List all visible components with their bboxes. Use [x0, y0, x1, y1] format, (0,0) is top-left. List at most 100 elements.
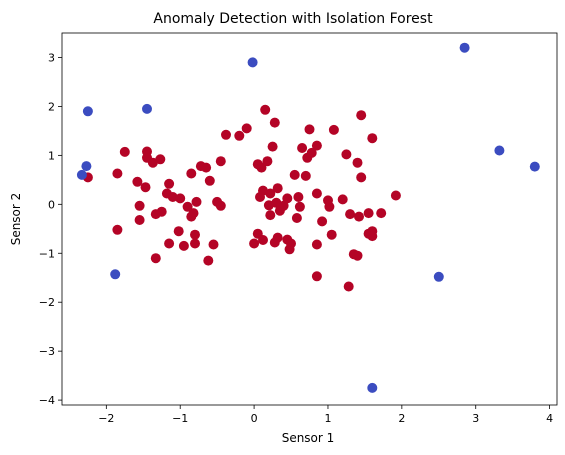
normal-point [190, 229, 200, 240]
anomaly-point [367, 382, 378, 393]
normal-point [191, 196, 202, 207]
normal-point [178, 240, 189, 251]
normal-point [356, 172, 367, 183]
normal-point [258, 235, 268, 245]
normal-point [112, 224, 123, 235]
normal-point [112, 168, 123, 179]
x-axis-label: Sensor 1 [282, 431, 335, 445]
normal-point [269, 117, 280, 128]
normal-point [352, 250, 363, 261]
data-points [76, 42, 540, 393]
normal-point [311, 239, 322, 250]
normal-point [265, 210, 276, 221]
normal-point [208, 239, 219, 250]
normal-point [256, 162, 267, 173]
normal-point [186, 168, 197, 179]
normal-point [150, 253, 161, 264]
normal-point [282, 193, 293, 204]
x-tick-label: 4 [546, 412, 553, 425]
normal-point [300, 170, 311, 181]
normal-point [215, 200, 226, 211]
y-axis-label: Sensor 2 [9, 193, 23, 246]
normal-point [262, 156, 273, 167]
normal-point [291, 213, 302, 223]
anomaly-point [247, 57, 258, 68]
normal-point [341, 149, 352, 160]
normal-point [132, 176, 143, 187]
y-tick-label: −2 [39, 296, 55, 309]
normal-point [203, 255, 214, 266]
normal-point [354, 211, 364, 222]
normal-point [164, 178, 175, 189]
normal-point [260, 104, 271, 115]
normal-point [215, 156, 226, 167]
normal-point [119, 146, 130, 157]
normal-point [376, 208, 387, 219]
normal-point [367, 231, 378, 242]
normal-point [345, 209, 356, 220]
x-tick-label: 0 [251, 412, 258, 425]
normal-point [293, 192, 304, 202]
normal-point [201, 162, 212, 173]
normal-point [155, 154, 166, 165]
normal-point [156, 206, 167, 217]
x-tick-label: 3 [472, 412, 479, 425]
normal-point [241, 123, 252, 134]
normal-point [294, 201, 305, 212]
normal-point [356, 110, 367, 121]
normal-point [272, 232, 283, 243]
normal-point [304, 124, 315, 135]
anomaly-point [81, 161, 92, 172]
anomaly-point [433, 271, 444, 282]
normal-point [134, 215, 145, 225]
plot-frame [61, 32, 558, 406]
normal-point [265, 188, 276, 199]
anomaly-point [110, 269, 121, 280]
normal-point [167, 192, 178, 202]
chart-title: Anomaly Detection with Isolation Forest [153, 11, 433, 27]
normal-point [249, 238, 260, 249]
normal-point [326, 229, 337, 240]
normal-point [182, 201, 193, 212]
normal-point [267, 141, 278, 152]
y-axis-ticks: −4 −3 −2 −1 0 1 2 3 [39, 51, 62, 407]
normal-point [311, 271, 322, 282]
x-tick-label: −2 [98, 412, 114, 425]
anomaly-point [142, 103, 152, 114]
normal-point [363, 208, 374, 219]
normal-point [221, 129, 231, 140]
normal-point [140, 182, 151, 193]
y-tick-label: −1 [39, 247, 55, 260]
normal-point [297, 143, 308, 153]
x-tick-label: 2 [398, 412, 405, 425]
normal-point [164, 238, 175, 249]
y-tick-label: −4 [39, 394, 55, 407]
anomaly-point [82, 106, 93, 117]
normal-point [173, 226, 184, 237]
normal-point [142, 146, 152, 157]
normal-point [324, 201, 335, 212]
normal-point [337, 194, 348, 205]
anomaly-point [76, 169, 87, 180]
normal-point [234, 130, 245, 141]
normal-point [204, 175, 215, 186]
normal-point [317, 216, 328, 227]
anomaly-point [529, 161, 540, 172]
normal-point [352, 157, 363, 168]
normal-point [343, 281, 354, 292]
normal-point [289, 169, 300, 180]
x-tick-label: 1 [324, 412, 331, 425]
normal-point [390, 190, 401, 201]
anomaly-point [459, 42, 470, 53]
x-tick-label: −1 [172, 412, 188, 425]
y-tick-label: 2 [48, 100, 55, 113]
normal-point [175, 193, 186, 204]
normal-point [188, 208, 199, 219]
y-tick-label: −3 [39, 345, 55, 358]
normal-point [367, 133, 378, 144]
y-tick-label: 3 [48, 51, 55, 64]
y-tick-label: 1 [48, 149, 55, 162]
x-axis-ticks: −2 −1 0 1 2 3 4 [98, 405, 553, 425]
normal-point [190, 238, 200, 249]
